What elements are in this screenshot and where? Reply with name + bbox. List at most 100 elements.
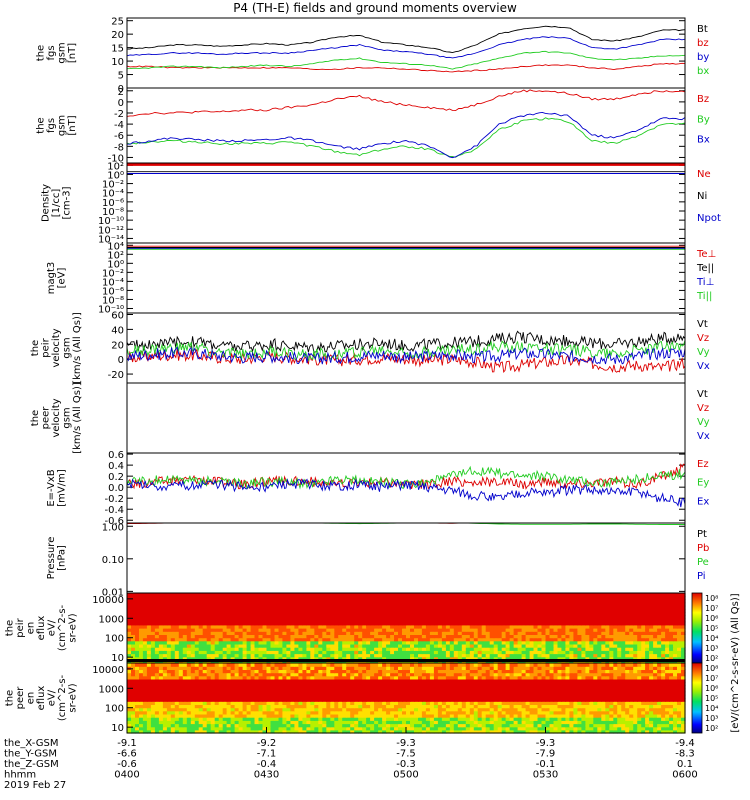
y-tick-label: 10⁻⁴ [102,277,124,288]
spectrogram-cell [146,608,152,613]
spectrogram-cell [286,643,291,648]
spectrogram-cell [537,726,543,731]
spectrogram-cell [131,707,136,712]
spectrogram-cell [557,612,563,616]
spectrogram-cell [314,723,319,728]
spectrogram-cell [573,605,578,610]
spectrogram-cell [421,599,427,604]
spectrogram-cell [338,643,343,648]
spectrogram-cell [282,599,287,604]
spectrogram-cell [362,710,367,715]
spectrogram-cell [529,640,535,645]
spectrogram-cell [445,647,451,651]
spectrogram-cell [310,726,315,731]
spectrogram-cell [657,701,662,705]
spectrogram-cell [142,729,148,734]
spectrogram-cell [437,599,443,604]
spectrogram-cell [469,628,475,632]
spectrogram-cell [370,704,375,709]
spectrogram-cell [358,723,363,728]
spectrogram-cell [250,713,256,718]
spectrogram-cell [166,624,172,629]
spectrogram-cell [481,602,487,607]
spectrogram-cell [681,704,686,709]
spectrogram-cell [665,729,670,734]
spectrogram-cell [234,624,240,629]
spectrogram-cell [386,726,391,731]
spectrogram-cell [298,618,303,623]
spectrogram-cell [505,650,511,655]
spectrogram-cell [505,593,511,597]
spectrogram-cell [414,634,419,639]
spectrogram-cell [166,602,172,607]
spectrogram-cell [418,599,423,604]
spectrogram-cell [553,707,559,712]
spectrogram-cell [142,593,148,597]
spectrogram-cell [342,656,347,661]
spectrogram-cell [505,704,511,709]
spectrogram-cell [158,593,164,597]
spectrogram-cell [298,628,303,632]
spectrogram-cell [135,596,140,600]
spectrogram-cell [270,608,276,613]
spectrogram-cell [414,621,419,626]
spectrogram-cell [609,653,614,658]
spectrogram-cell [182,637,188,642]
spectrogram-cell [657,707,662,712]
spectrogram-cell [481,717,487,721]
spectrogram-cell [425,640,431,645]
spectrogram-cell [290,694,295,699]
spectrogram-cell [449,701,455,705]
spectrogram-cell [669,723,674,728]
spectrogram-cell [585,650,590,655]
spectrogram-cell [565,640,570,645]
spectrogram-cell [162,628,168,632]
spectrogram-cell [390,704,395,709]
spectrogram-cell [633,605,638,610]
spectrogram-cell [238,704,244,709]
spectrogram-cell [629,647,634,651]
spectrogram-cell [541,637,547,642]
spectrogram-cell [609,647,614,651]
spectrogram-cell [186,723,192,728]
spectrogram-cell [521,631,527,635]
spectrogram-cell [406,608,411,613]
spectrogram-cell [601,650,606,655]
spectrogram-cell [414,723,419,728]
spectrogram-cell [509,612,515,616]
spectrogram-cell [633,628,638,632]
spectrogram-cell [294,720,299,725]
spectrogram-cell [386,720,391,725]
spectrogram-cell [657,713,662,718]
spectrogram-cell [653,713,658,718]
spectrogram-cell [669,729,674,734]
spectrogram-cell [198,640,204,645]
spectrogram-cell [322,608,327,613]
spectrogram-cell [206,720,212,725]
spectrogram-cell [414,640,419,645]
spectrogram-cell [294,608,299,613]
spectrogram-cell [645,605,650,610]
spectrogram-cell [166,599,172,604]
spectrogram-cell [585,624,590,629]
spectrogram-cell [641,634,646,639]
spectrogram-cell [617,701,622,705]
spectrogram-cell [234,612,240,616]
spectrogram-cell [573,723,578,728]
spectrogram-cell [162,701,168,705]
spectrogram-cell [453,618,459,623]
spectrogram-cell [557,624,563,629]
spectrogram-cell [342,650,347,655]
spectrogram-cell [501,713,507,718]
spectrogram-cell [477,621,483,626]
panel-temperature: 10⁻¹⁰10⁻⁸10⁻⁶10⁻⁴10⁻²10⁰10²10⁴Te⊥Te||Ti⊥… [46,241,717,315]
spectrogram-cell [433,647,439,651]
spectrogram-cell [131,612,136,616]
spectrogram-cell [465,701,471,705]
y-axis-label: the peir en eflux eV/(cm^2-s-sr-eV) [5,604,79,651]
spectrogram-cell [218,602,224,607]
spectrogram-cell [294,631,299,635]
spectrogram-cell [673,723,678,728]
spectrogram-cell [274,634,280,639]
spectrogram-cell [262,605,268,610]
